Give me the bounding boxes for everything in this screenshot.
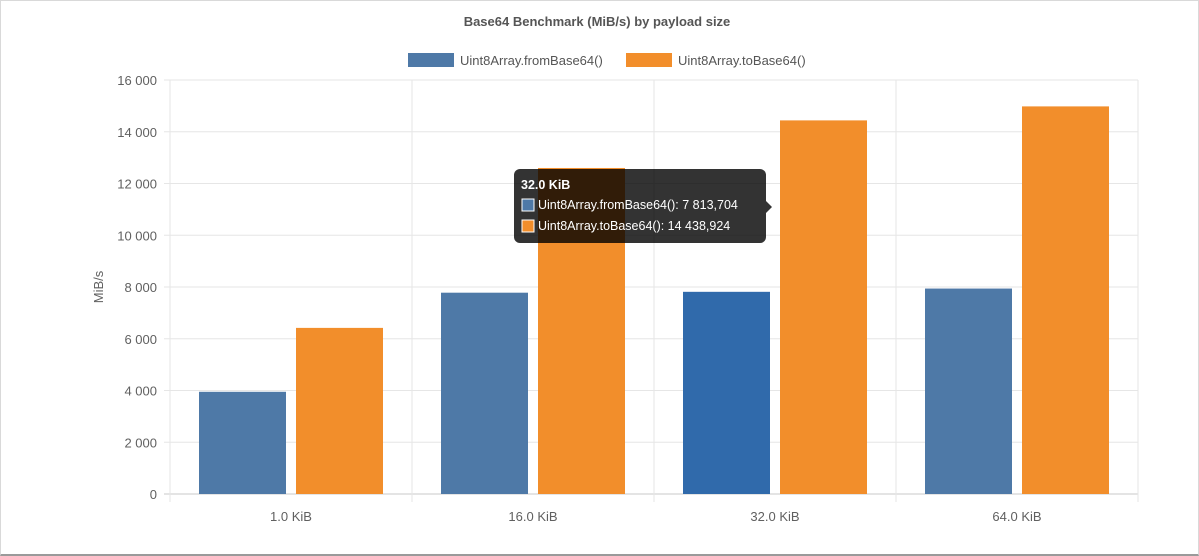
y-tick-label: 12 000	[117, 177, 157, 192]
tooltip-swatch	[521, 198, 535, 212]
bars	[199, 106, 1109, 494]
bar[interactable]	[296, 327, 383, 494]
y-tick-label: 4 000	[124, 384, 157, 399]
bar[interactable]	[925, 288, 1012, 494]
y-tick-label: 16 000	[117, 73, 157, 88]
y-axis-label: MiB/s	[91, 270, 106, 303]
tooltip-line: Uint8Array.fromBase64(): 7 813,704	[538, 198, 738, 212]
bar[interactable]	[683, 291, 770, 494]
tooltip-line: Uint8Array.toBase64(): 14 438,924	[538, 219, 730, 233]
y-tick-label: 10 000	[117, 228, 157, 243]
tooltip-swatch	[521, 219, 535, 233]
x-tick-label: 32.0 KiB	[750, 509, 799, 524]
legend-label: Uint8Array.fromBase64()	[460, 53, 603, 68]
legend-swatch	[626, 53, 672, 67]
x-tick-label: 1.0 KiB	[270, 509, 312, 524]
bar[interactable]	[441, 292, 528, 494]
legend-label: Uint8Array.toBase64()	[678, 53, 806, 68]
chart-title: Base64 Benchmark (MiB/s) by payload size	[464, 14, 731, 29]
legend: Uint8Array.fromBase64() Uint8Array.toBase…	[408, 53, 806, 68]
x-axis-ticks: 1.0 KiB 16.0 KiB 32.0 KiB 64.0 KiB	[270, 509, 1042, 524]
tooltip: 32.0 KiB Uint8Array.fromBase64(): 7 813,7…	[514, 169, 772, 243]
y-tick-label: 8 000	[124, 280, 157, 295]
bar[interactable]	[1022, 106, 1109, 494]
x-tick-label: 16.0 KiB	[508, 509, 557, 524]
tooltip-title: 32.0 KiB	[521, 178, 570, 192]
y-axis-ticks: 0 2 000 4 000 6 000 8 000 10 000 12 000 14 000 1…	[117, 73, 157, 502]
tooltip-box	[514, 169, 766, 243]
y-tick-label: 0	[150, 487, 157, 502]
y-tick-label: 2 000	[124, 435, 157, 450]
y-tick-label: 6 000	[124, 332, 157, 347]
bar[interactable]	[199, 391, 286, 494]
legend-swatch	[408, 53, 454, 67]
bar[interactable]	[780, 120, 867, 494]
x-tick-label: 64.0 KiB	[992, 509, 1041, 524]
tooltip-caret	[766, 201, 772, 213]
y-tick-label: 14 000	[117, 125, 157, 140]
